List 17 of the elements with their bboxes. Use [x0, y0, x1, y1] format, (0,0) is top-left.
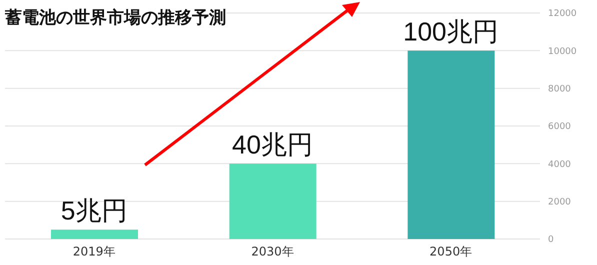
y-tick-label: 6000 [548, 122, 572, 132]
chart-title: 蓄電池の世界市場の推移予測 [5, 6, 226, 29]
y-tick-label: 8000 [548, 84, 572, 95]
annotation: 40兆円 [232, 130, 313, 160]
annotation: 5兆円 [60, 196, 128, 226]
y-tick-label: 2000 [548, 198, 572, 208]
bar [408, 50, 495, 239]
x-tick-label: 2030年 [251, 244, 294, 259]
bar [229, 164, 316, 239]
bar [51, 230, 138, 239]
annotation: 100兆円 [403, 16, 499, 47]
y-tick-label: 10000 [548, 46, 577, 57]
x-tick-label: 2019年 [72, 244, 116, 259]
y-tick-label: 0 [548, 235, 554, 246]
y-tick-label: 4000 [548, 160, 572, 170]
x-tick-label: 2050年 [430, 244, 472, 259]
y-tick-label: 12000 [548, 9, 577, 20]
